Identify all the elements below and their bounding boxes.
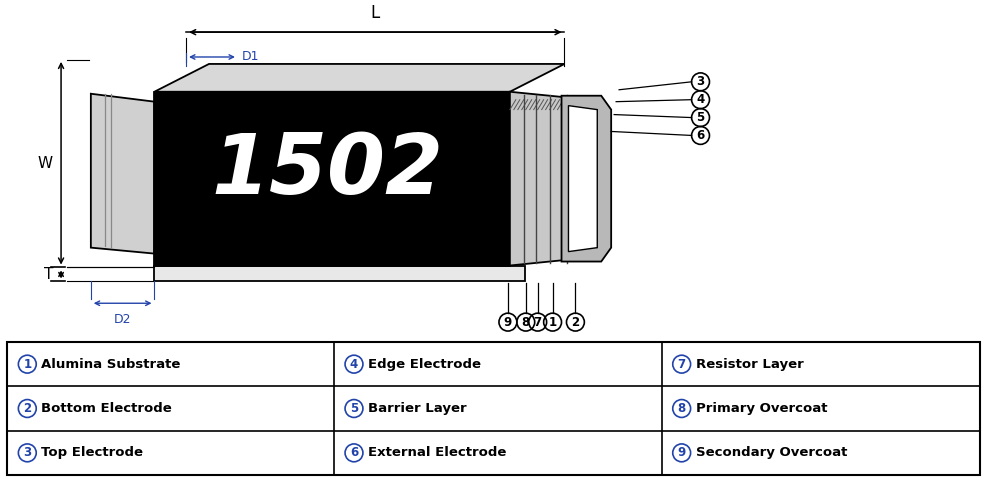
Polygon shape [91, 94, 154, 253]
Bar [154, 92, 510, 265]
Text: 7: 7 [677, 358, 685, 371]
Text: D2: D2 [113, 313, 131, 326]
Text: Alumina Substrate: Alumina Substrate [41, 358, 180, 371]
Text: Bottom Electrode: Bottom Electrode [41, 402, 172, 415]
Text: 5: 5 [696, 111, 704, 124]
Text: 4: 4 [349, 358, 358, 371]
Text: 6: 6 [696, 129, 704, 142]
Text: 8: 8 [676, 402, 685, 415]
Text: 8: 8 [522, 316, 529, 329]
Text: 3: 3 [696, 75, 704, 88]
Bar [8, 342, 978, 475]
Text: 1: 1 [24, 358, 32, 371]
Text: 4: 4 [696, 93, 704, 106]
Text: 7: 7 [533, 316, 541, 329]
Bar [510, 99, 589, 111]
Text: Edge Electrode: Edge Electrode [368, 358, 480, 371]
Text: 2: 2 [571, 316, 579, 329]
Polygon shape [510, 92, 569, 265]
Text: Secondary Overcoat: Secondary Overcoat [695, 446, 846, 459]
Text: Resistor Layer: Resistor Layer [695, 358, 803, 371]
Text: Top Electrode: Top Electrode [41, 446, 143, 459]
Text: 1: 1 [548, 316, 556, 329]
Text: 3: 3 [24, 446, 32, 459]
Text: 9: 9 [503, 316, 512, 329]
Text: T: T [43, 267, 53, 282]
Text: D1: D1 [242, 50, 259, 64]
Bar [154, 265, 525, 281]
Text: 6: 6 [349, 446, 358, 459]
Text: Barrier Layer: Barrier Layer [368, 402, 466, 415]
Text: 2: 2 [24, 402, 32, 415]
Polygon shape [561, 96, 610, 262]
Text: External Electrode: External Electrode [368, 446, 506, 459]
Text: W: W [37, 156, 53, 171]
Text: Primary Overcoat: Primary Overcoat [695, 402, 826, 415]
Text: L: L [371, 4, 380, 22]
Text: 9: 9 [676, 446, 685, 459]
Text: 1502: 1502 [211, 130, 443, 211]
Polygon shape [568, 106, 597, 251]
Text: 5: 5 [349, 402, 358, 415]
Polygon shape [154, 64, 564, 92]
